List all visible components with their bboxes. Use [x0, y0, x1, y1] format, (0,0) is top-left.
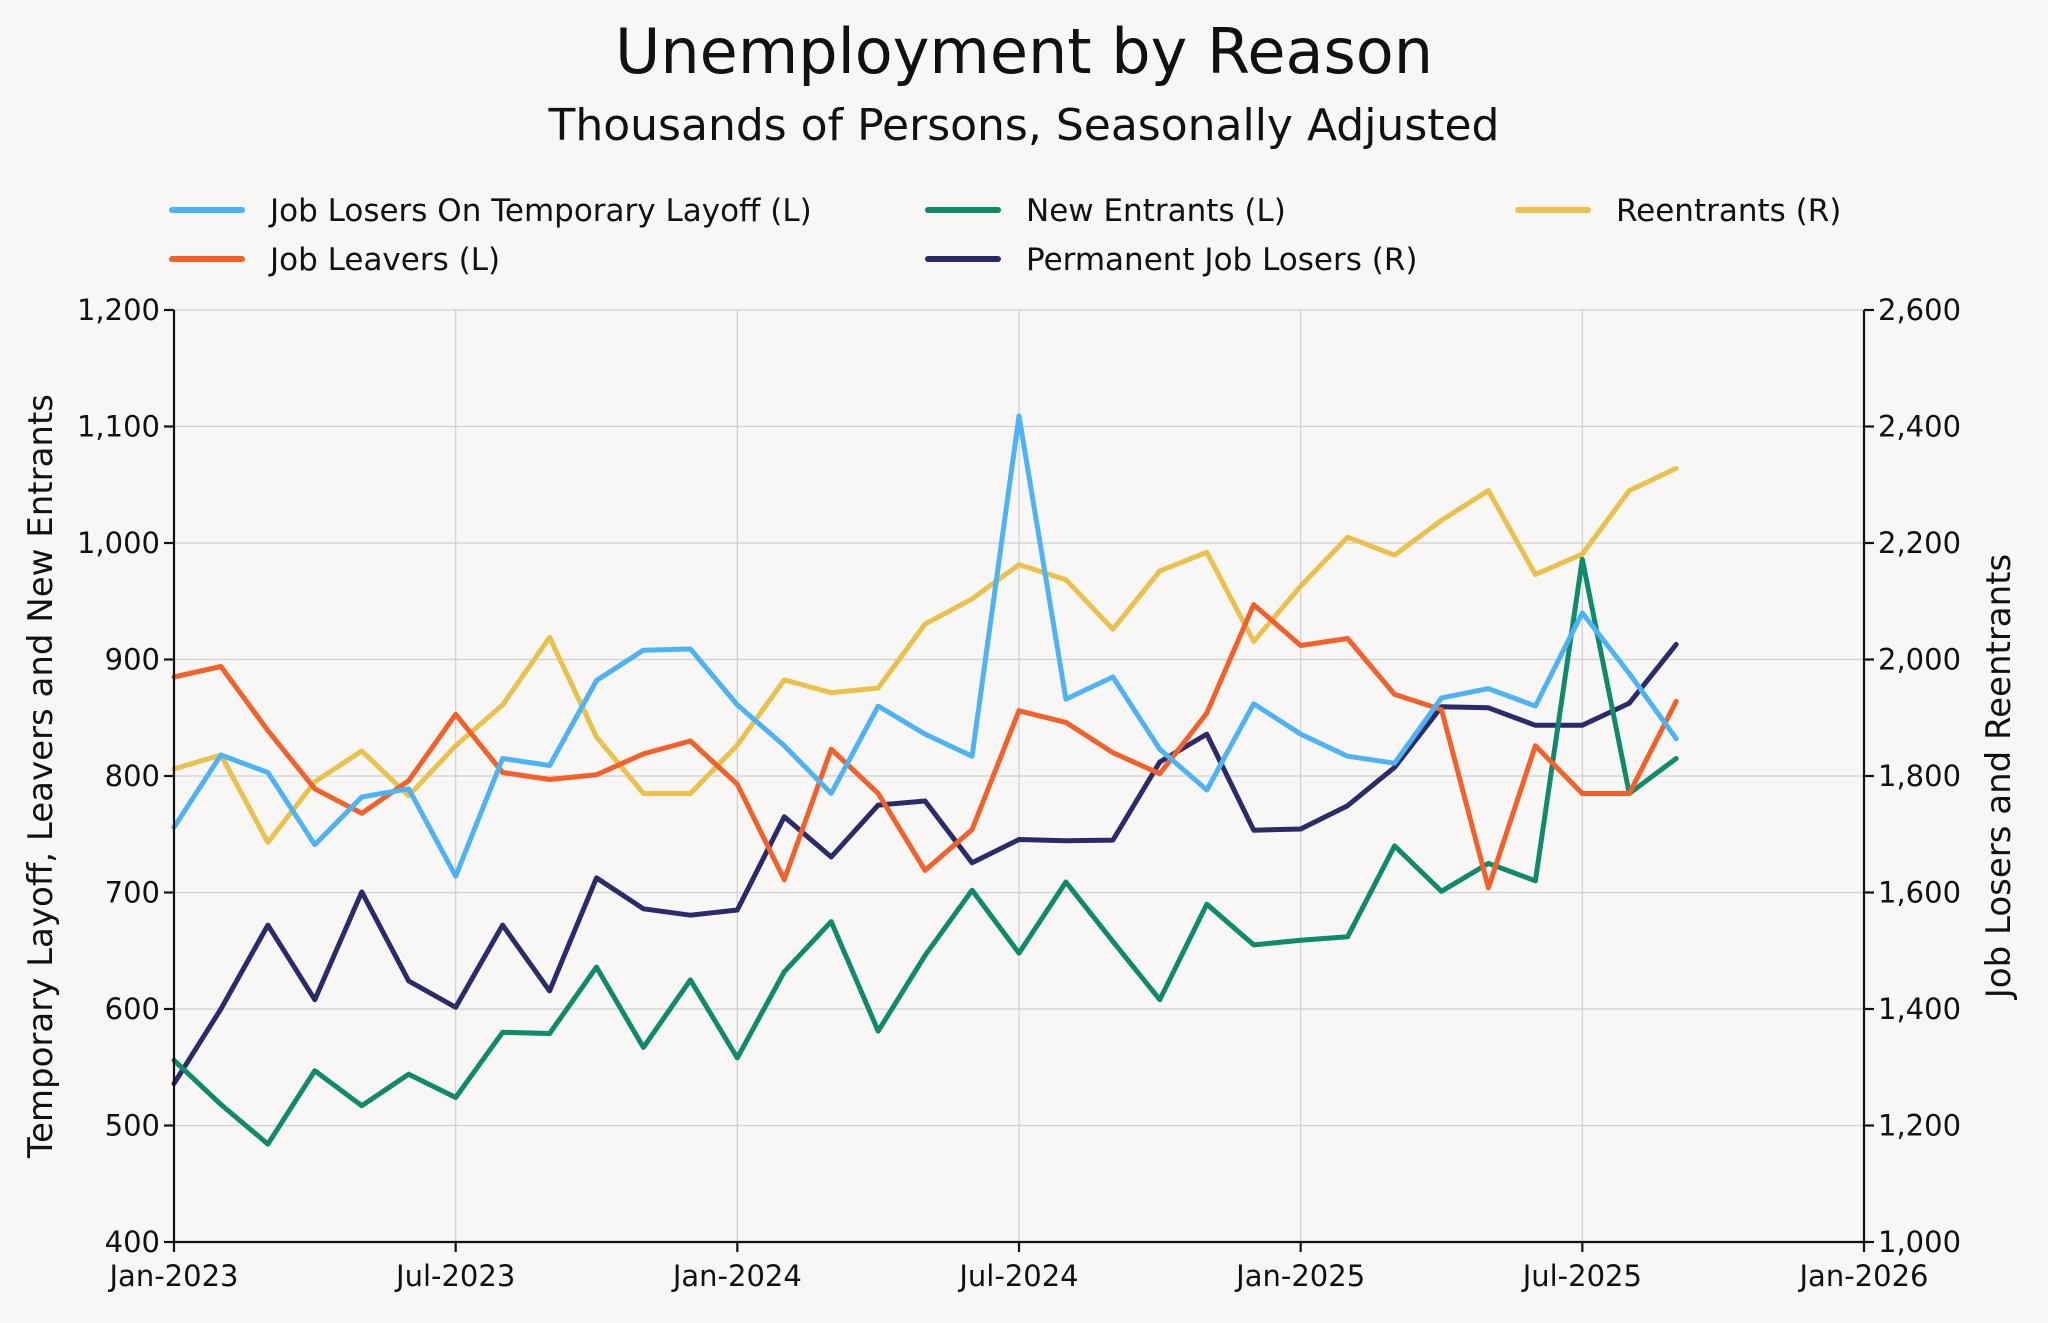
legend-label-new-entrants-l: New Entrants (L) — [1026, 193, 1286, 229]
tick-label-left: 800 — [105, 759, 160, 793]
tick-label-x: Jan-2024 — [671, 1259, 802, 1293]
legend-label-reentrants-r: Reentrants (R) — [1616, 193, 1841, 229]
series-line-job-leavers-l — [171, 602, 1679, 891]
series-layer — [171, 413, 1679, 1147]
tick-label-right: 1,200 — [1878, 1109, 1961, 1143]
tick-label-x: Jul-2024 — [957, 1259, 1078, 1293]
tick-label-left: 700 — [105, 876, 160, 910]
legend-label-job-losers-on-temporary-layoff-l: Job Losers On Temporary Layoff (L) — [268, 193, 812, 229]
series-line-permanent-job-losers-r — [171, 641, 1679, 1087]
tick-label-x: Jul-2025 — [1521, 1259, 1642, 1293]
legend-label-permanent-job-losers-r: Permanent Job Losers (R) — [1026, 242, 1417, 278]
tick-label-right: 1,400 — [1878, 992, 1961, 1026]
tick-label-left: 1,200 — [77, 293, 160, 327]
tick-label-left: 500 — [105, 1109, 160, 1143]
legend-label-job-leavers-l: Job Leavers (L) — [268, 242, 500, 278]
tick-label-x: Jan-2025 — [1234, 1259, 1365, 1293]
series-line-job-losers-on-temporary-layoff-l — [171, 413, 1679, 879]
tick-label-left: 1,100 — [77, 410, 160, 444]
tick-label-x: Jul-2023 — [394, 1259, 515, 1293]
tick-label-x: Jan-2023 — [108, 1259, 239, 1293]
tick-label-right: 1,600 — [1878, 876, 1961, 910]
y-axis-label-left: Temporary Layoff, Leavers and New Entran… — [21, 394, 61, 1159]
tick-label-right: 1,800 — [1878, 759, 1961, 793]
series-line-new-entrants-l — [171, 556, 1679, 1147]
tick-label-left: 900 — [105, 643, 160, 677]
tick-label-x: Jan-2026 — [1798, 1259, 1929, 1293]
tick-label-right: 2,200 — [1878, 526, 1961, 560]
tick-label-left: 400 — [105, 1225, 160, 1259]
axes: 400 500 600 700 800 900 1,000 1,100 1,200 1,000 1,… — [77, 293, 1961, 1293]
chart-title: Unemployment by Reason — [615, 15, 1433, 88]
chart-subtitle: Thousands of Persons, Seasonally Adjuste… — [547, 100, 1499, 151]
legend: Job Losers On Temporary Layoff (L) Job Le… — [169, 193, 1841, 278]
tick-label-right: 2,400 — [1878, 410, 1961, 444]
tick-label-left: 1,000 — [77, 526, 160, 560]
y-axis-label-right: Job Losers and Reentrants — [1979, 554, 2019, 1001]
tick-label-right: 2,000 — [1878, 643, 1961, 677]
tick-label-left: 600 — [105, 992, 160, 1026]
series-line-reentrants-r — [171, 465, 1679, 845]
tick-label-right: 1,000 — [1878, 1225, 1961, 1259]
tick-label-right: 2,600 — [1878, 293, 1961, 327]
